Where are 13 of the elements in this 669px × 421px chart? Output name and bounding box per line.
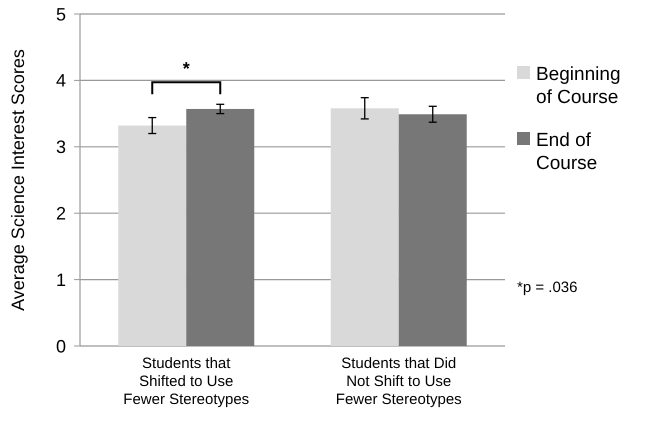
y-tick-label: 5 <box>56 4 66 24</box>
x-tick-label: Students that Shifted to Use Fewer Stereotypes <box>123 355 250 408</box>
y-tick-label: 0 <box>56 336 66 356</box>
x-tick-label: Students that Did Not Shift to Use Fewer Stereotypes <box>336 355 462 408</box>
legend-label: End of Course <box>536 130 598 174</box>
y-tick-label: 2 <box>56 204 66 224</box>
y-tick-label: 1 <box>56 270 66 290</box>
y-axis-title: Average Science Interest Scores <box>8 49 28 311</box>
y-tick-label: 4 <box>56 70 66 91</box>
annotation: * <box>182 58 190 78</box>
text: *p = .036 <box>517 279 578 296</box>
y-tick-label: 3 <box>56 137 66 158</box>
legend-label: Beginning of Course <box>536 64 621 108</box>
